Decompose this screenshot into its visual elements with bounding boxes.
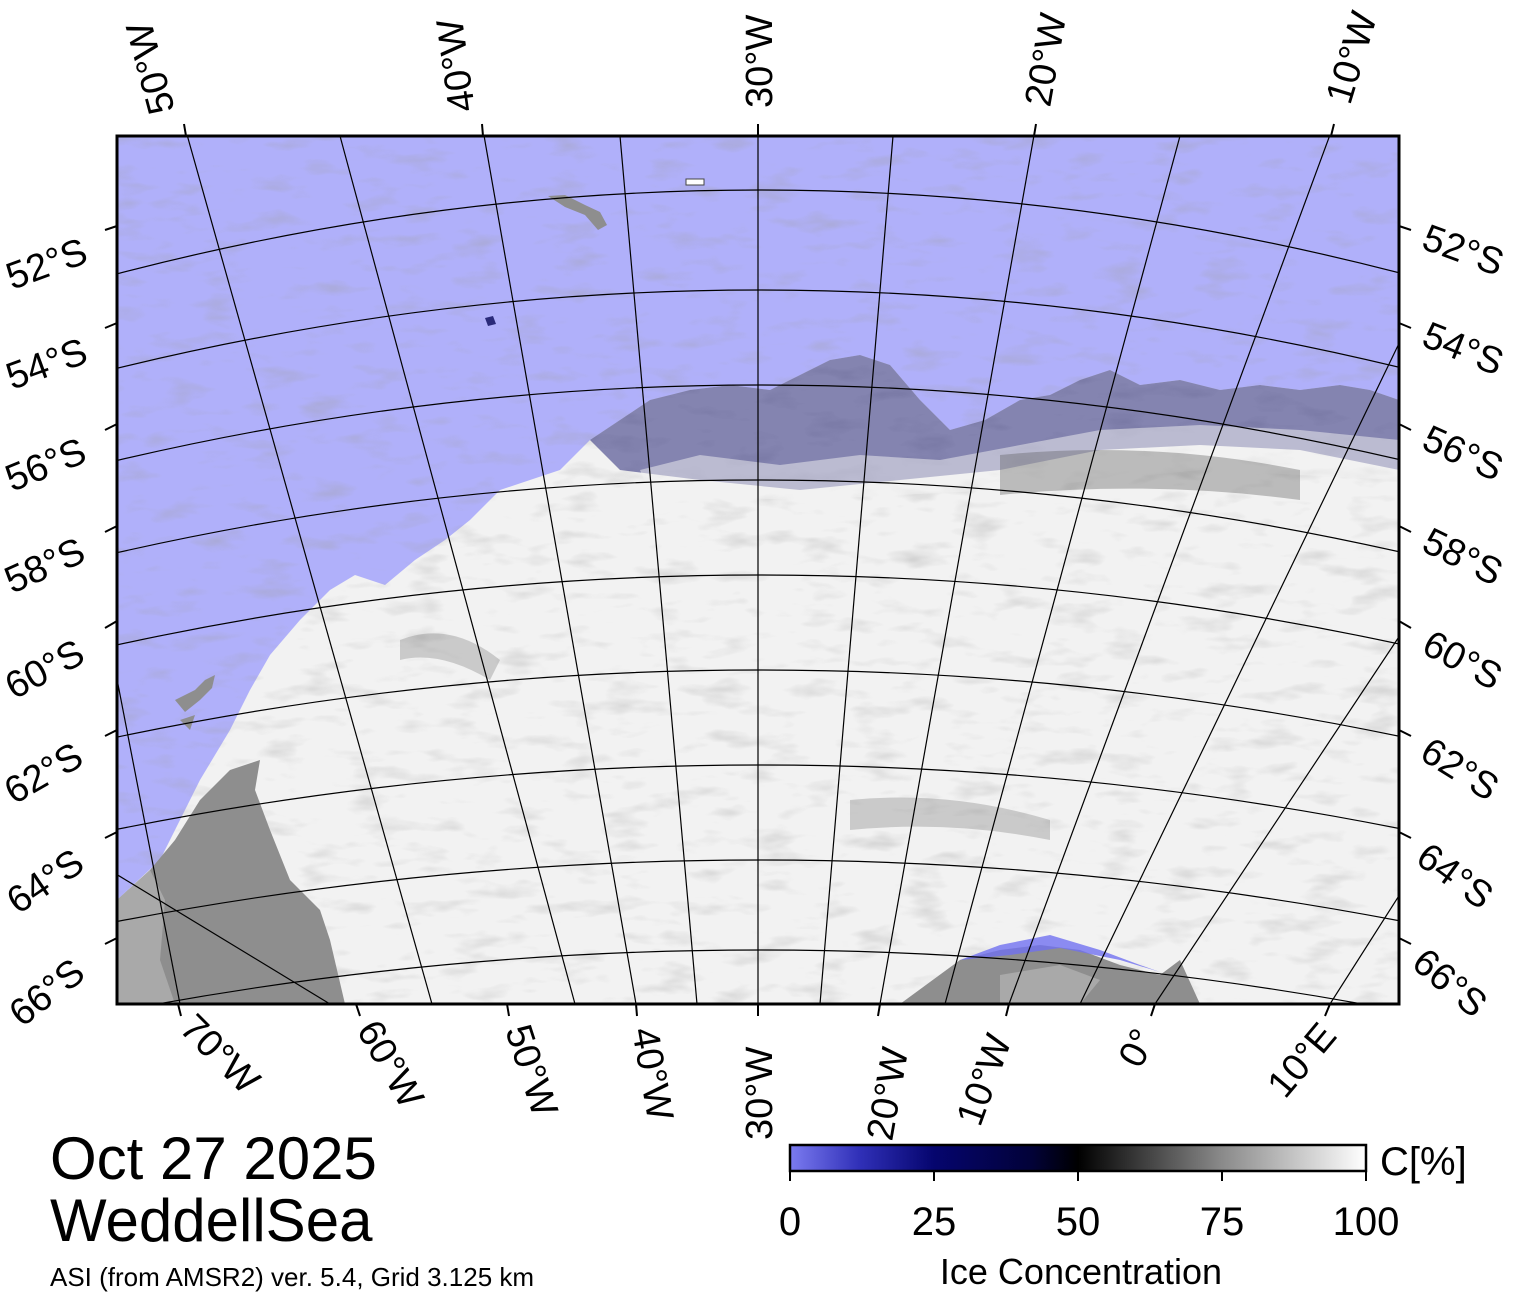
left-lat-label: 52°S [1, 231, 93, 299]
bottom-lon-label: 10°W [949, 1029, 1020, 1131]
bottom-lon-label: 70°W [172, 1007, 268, 1103]
bottom-lon-label: 40°W [623, 1024, 681, 1123]
colorbar-title: Ice Concentration [940, 1251, 1222, 1292]
left-lat-label: 62°S [0, 735, 90, 813]
bottom-lon-label: 50°W [496, 1020, 565, 1122]
bottom-lon-label: 60°W [348, 1014, 431, 1116]
colorbar-tick-label: 25 [912, 1200, 957, 1244]
top-lon-label: 20°W [1018, 10, 1076, 109]
left-lat-label: 54°S [1, 331, 93, 399]
left-lat-label: 58°S [0, 530, 91, 602]
latitude-grid [117, 189, 1399, 1004]
left-lat-label: 66°S [2, 951, 93, 1035]
bottom-lon-label: 0° [1111, 1022, 1165, 1074]
bottom-lon-label: 10°E [1260, 1015, 1345, 1105]
top-lon-label: 30°W [739, 15, 781, 108]
right-lat-label: 60°S [1416, 623, 1509, 699]
top-lon-label: 10°W [1318, 7, 1385, 109]
right-lat-label: 58°S [1416, 520, 1509, 594]
left-lat-label: 64°S [0, 841, 92, 922]
colorbar-unit: C[%] [1380, 1140, 1467, 1184]
longitude-grid [117, 136, 1399, 1004]
region-name: WeddellSea [50, 1187, 373, 1254]
data-source: ASI (from AMSR2) ver. 5.4, Grid 3.125 km [50, 1262, 535, 1292]
colorbar: 0 25 50 75 100 C[%] Ice Concentration [779, 1140, 1467, 1292]
map-date: Oct 27 2025 [50, 1125, 377, 1192]
marginal-ice-zone [590, 355, 1399, 490]
bottom-lon-label: 20°W [860, 1044, 918, 1143]
right-lat-label: 56°S [1416, 418, 1509, 490]
right-lat-label: 64°S [1409, 835, 1501, 918]
colorbar-gradient [788, 1143, 1368, 1173]
right-lat-label: 54°S [1417, 314, 1510, 384]
right-lat-label: 66°S [1404, 941, 1494, 1026]
colorbar-tick-label: 75 [1200, 1200, 1245, 1244]
left-lat-label: 60°S [0, 632, 91, 708]
right-lat-label: 62°S [1413, 730, 1505, 810]
left-lat-label: 56°S [0, 430, 92, 500]
colorbar-tick-label: 50 [1056, 1200, 1101, 1244]
top-lon-label: 50°W [119, 17, 184, 118]
colorbar-tick-label: 100 [1333, 1200, 1400, 1244]
right-lat-label: 52°S [1417, 217, 1509, 285]
colorbar-tick-label: 0 [779, 1200, 801, 1244]
top-lon-label: 40°W [429, 16, 484, 114]
bottom-lon-label: 30°W [739, 1047, 781, 1140]
island-south-georgia [548, 195, 607, 230]
land-peninsula [117, 760, 345, 1004]
